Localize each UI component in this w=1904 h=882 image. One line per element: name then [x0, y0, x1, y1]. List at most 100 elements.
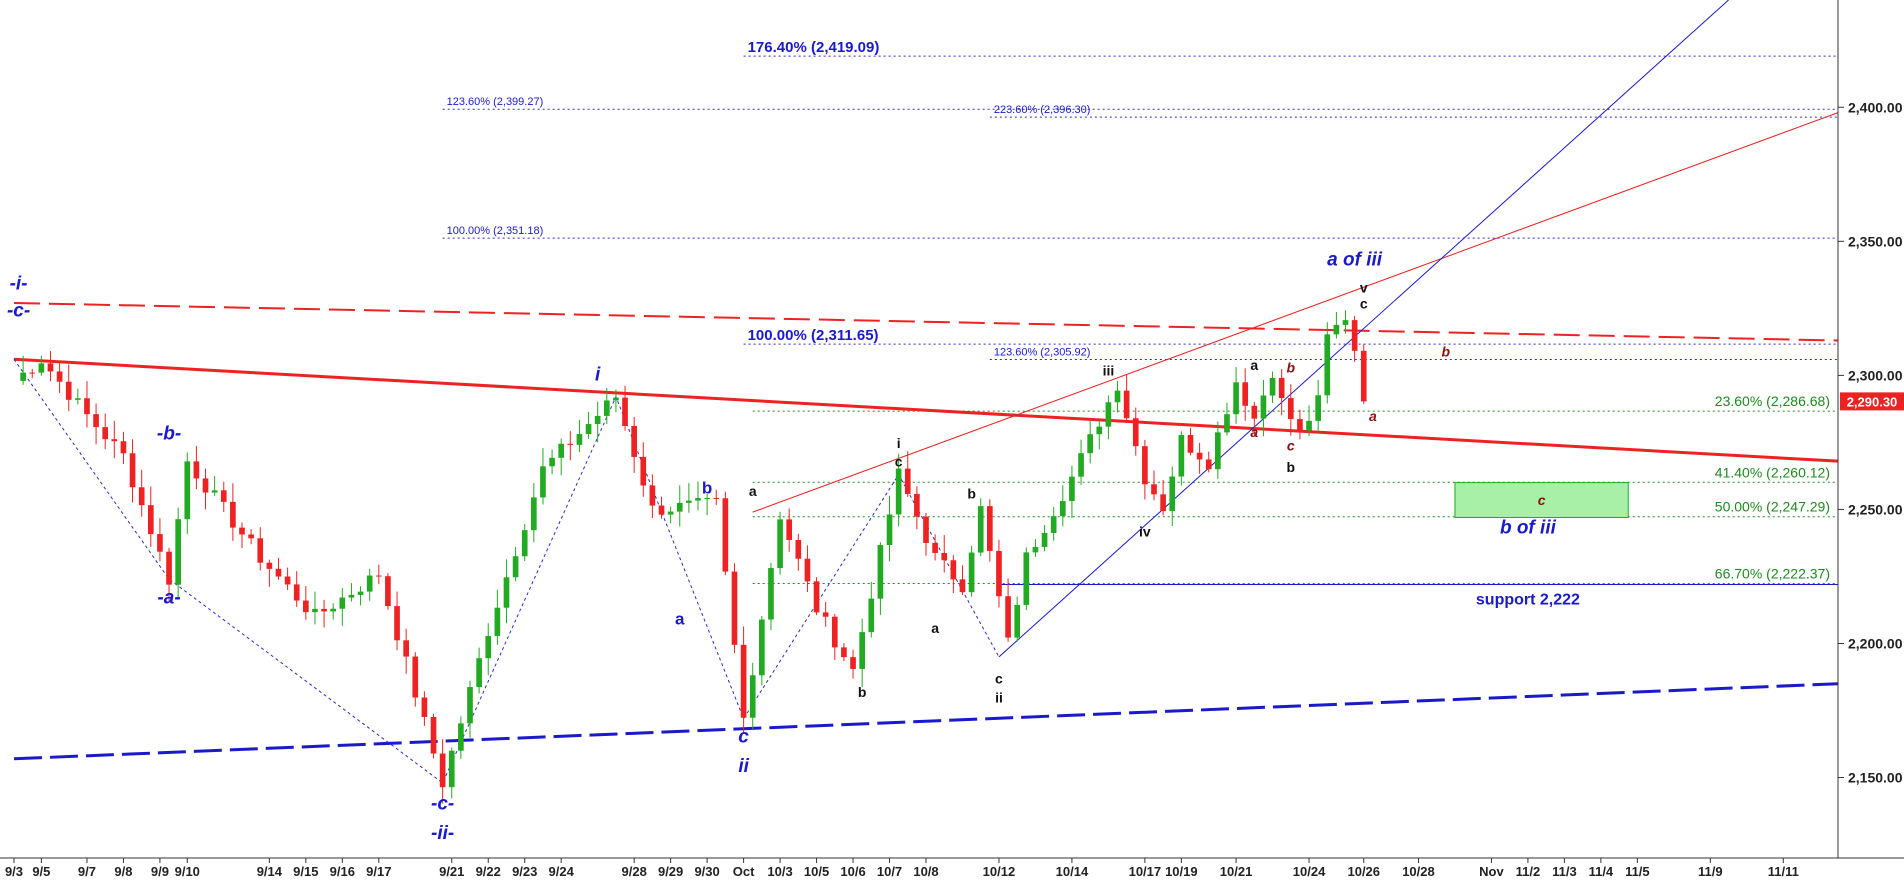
- wave-label: c: [995, 671, 1003, 687]
- wave-label: i: [595, 365, 601, 386]
- wave-label: a: [1250, 424, 1258, 440]
- wave-label: b: [702, 478, 712, 497]
- x-tick-label: 10/28: [1402, 864, 1435, 879]
- candle-body: [348, 594, 355, 598]
- wave-label: b: [1442, 344, 1451, 360]
- wave-label: b: [967, 486, 976, 502]
- wave-label: -c-: [431, 794, 454, 815]
- x-tick-label: 10/8: [913, 864, 938, 879]
- candle-body: [1278, 377, 1285, 399]
- candle-body: [230, 501, 236, 528]
- candle-body: [1333, 324, 1340, 335]
- candle-body: [941, 552, 948, 561]
- candle-body: [248, 534, 254, 539]
- candle-body: [1132, 418, 1139, 447]
- candle-body: [84, 398, 90, 415]
- candle-body: [1032, 546, 1039, 553]
- candle-body: [330, 608, 337, 612]
- candle-body: [1251, 405, 1258, 419]
- candle-body: [494, 607, 501, 636]
- wave-label: b: [1287, 459, 1296, 475]
- x-tick-label: 9/5: [32, 864, 50, 879]
- candle-body: [622, 397, 628, 426]
- x-tick-label: 10/21: [1220, 864, 1253, 879]
- candle-body: [75, 398, 81, 400]
- candle-body: [1233, 382, 1239, 415]
- x-tick-label: 11/11: [1768, 864, 1799, 879]
- candle-body: [950, 560, 957, 580]
- x-tick-label: Nov: [1479, 864, 1504, 879]
- candle-body: [293, 584, 300, 601]
- candle-body: [722, 498, 729, 572]
- candle-body: [877, 544, 884, 599]
- trendline-red-dashed: [13, 301, 1839, 342]
- wave-labels: -i--c--b--a-i-c--ii-baciiabicbaciiiiiiva…: [7, 249, 1557, 844]
- candle-body: [1078, 453, 1084, 477]
- candle-body: [430, 716, 437, 754]
- candle-body: [822, 612, 829, 617]
- candle-body: [813, 581, 820, 613]
- candle-body: [102, 427, 109, 440]
- candle-body: [795, 539, 802, 559]
- candle-body: [211, 490, 218, 493]
- y-tick-label: 2,400.00: [1848, 99, 1903, 115]
- wave-label: c: [738, 727, 749, 748]
- retracement-label: 50.00% (2,247.29): [1715, 499, 1830, 515]
- candle-body: [585, 424, 592, 435]
- candle-body: [266, 562, 273, 569]
- wave-label: c: [895, 454, 903, 470]
- candle-body: [412, 656, 419, 698]
- candle-body: [996, 550, 1002, 597]
- x-tick-label: 9/10: [175, 864, 200, 879]
- x-tick-label: 10/24: [1293, 864, 1326, 879]
- fib-label: 223.60% (2,396.30): [994, 104, 1091, 116]
- x-tick-label: 11/3: [1552, 864, 1577, 879]
- candle-body: [977, 506, 984, 553]
- candle-body: [603, 400, 610, 416]
- candle-body: [1023, 552, 1030, 605]
- candle-body: [421, 697, 428, 717]
- target-box: [1454, 482, 1629, 518]
- fib-label: 123.60% (2,399.27): [447, 96, 544, 108]
- candle-body: [658, 505, 665, 515]
- x-tick-label: 11/5: [1625, 864, 1650, 879]
- candle-body: [1096, 426, 1103, 435]
- candle-body: [923, 516, 929, 543]
- x-tick-label: 9/8: [114, 864, 132, 879]
- candle-body: [138, 487, 145, 506]
- candle-body: [868, 598, 875, 633]
- candle-body: [1087, 434, 1093, 454]
- candle-body: [1178, 435, 1185, 477]
- x-tick-label: 10/17: [1129, 864, 1162, 879]
- candle-body: [1014, 604, 1021, 638]
- wave-label: b: [858, 684, 867, 700]
- candle-body: [904, 468, 911, 494]
- candle-body: [38, 363, 45, 373]
- x-tick-label: 9/15: [293, 864, 318, 879]
- candle-body: [777, 519, 783, 569]
- candle-body: [640, 456, 647, 486]
- candle-body: [713, 497, 720, 499]
- candle-body: [576, 434, 583, 445]
- wave-label: -ii-: [431, 823, 454, 844]
- candle-body: [886, 514, 893, 545]
- candle-body: [357, 591, 364, 595]
- y-tick-label: 2,150.00: [1848, 770, 1903, 786]
- trendline-blue-thin-channel: [998, 0, 1729, 658]
- y-tick-label: 2,200.00: [1848, 636, 1903, 652]
- fib-label: 123.60% (2,305.92): [994, 347, 1091, 359]
- x-tick-label: 9/9: [151, 864, 169, 879]
- candle-body: [1242, 382, 1249, 406]
- candle-body: [1205, 459, 1212, 470]
- candle-body: [1351, 320, 1358, 351]
- candle-body: [202, 478, 209, 493]
- candle-body: [1215, 432, 1221, 470]
- x-tick-label: 9/30: [694, 864, 719, 879]
- candle-body: [695, 498, 701, 501]
- x-tick-label: 9/17: [366, 864, 391, 879]
- candle-body: [521, 530, 528, 557]
- fib-label: 100.00% (2,351.18): [447, 225, 544, 237]
- candle-body: [485, 635, 492, 659]
